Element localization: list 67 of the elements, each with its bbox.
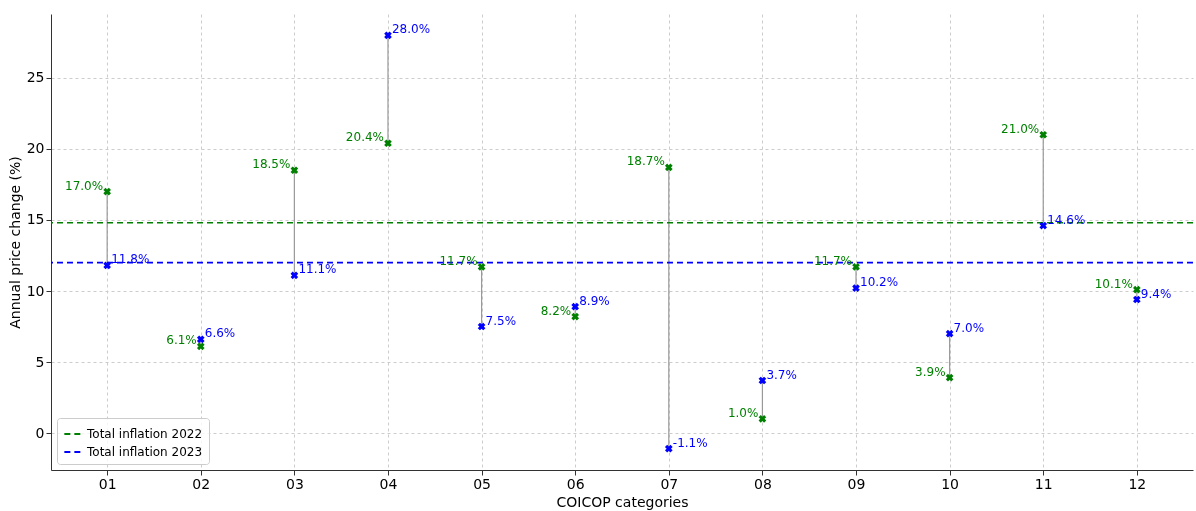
x-tick-label: 06	[566, 475, 585, 492]
data-label: 6.1%	[166, 333, 197, 348]
data-label: 1.0%	[727, 405, 759, 420]
point	[758, 415, 767, 423]
data-label: 18.5%	[252, 157, 291, 172]
point	[290, 166, 299, 175]
y-tick-label: 0	[35, 424, 45, 441]
data-label: 17.0%	[65, 178, 104, 193]
y-tick-label: 25	[26, 69, 45, 86]
x-tick-label: 01	[98, 475, 117, 492]
point	[758, 376, 767, 385]
point	[664, 444, 673, 453]
point	[103, 187, 111, 196]
x-tick-label: 10	[941, 475, 960, 492]
y-tick-label: 10	[26, 282, 45, 299]
point	[664, 163, 673, 172]
point	[103, 261, 111, 270]
point	[945, 373, 954, 382]
point	[196, 335, 205, 344]
legend-label: Total inflation 2023	[86, 445, 203, 459]
x-tick-label: 04	[379, 475, 398, 492]
point	[477, 322, 486, 331]
point	[571, 302, 580, 311]
point	[290, 271, 299, 280]
point	[196, 342, 205, 351]
data-label: 20.4%	[345, 130, 384, 145]
point	[852, 263, 860, 271]
data-label: 6.6%	[204, 326, 236, 341]
data-label: 10.2%	[860, 275, 899, 290]
point	[1133, 285, 1141, 294]
point	[1133, 295, 1141, 304]
y-tick-label: 15	[26, 211, 45, 228]
x-tick-label: 08	[754, 475, 772, 492]
data-label: 18.7%	[626, 154, 665, 169]
x-tick-label: 09	[847, 475, 866, 492]
data-label: 7.0%	[953, 320, 985, 335]
point	[477, 263, 486, 271]
x-axis-title: COICOP categories	[556, 493, 689, 510]
y-tick-label: 5	[35, 353, 45, 370]
data-label: 28.0%	[391, 22, 431, 37]
x-tick-label: 11	[1034, 475, 1053, 492]
data-label: 3.7%	[766, 367, 797, 382]
x-tick-label: 12	[1128, 475, 1147, 492]
point	[945, 329, 954, 338]
x-tick-label: 05	[473, 475, 491, 492]
data-label: 11.1%	[298, 262, 337, 277]
point	[384, 31, 392, 40]
legend-label: Total inflation 2022	[86, 427, 203, 441]
y-tick-label: 20	[26, 140, 45, 157]
point	[384, 139, 392, 148]
point	[1039, 130, 1048, 139]
x-tick-label: 02	[192, 475, 211, 492]
data-label: -1.1%	[672, 435, 708, 450]
point	[1039, 221, 1048, 230]
point	[571, 312, 580, 321]
y-axis-title: Annual price change (%)	[6, 156, 23, 329]
point	[852, 284, 860, 292]
data-label: 8.2%	[540, 303, 572, 318]
x-tick-label: 07	[660, 475, 679, 492]
data-label: 11.7%	[439, 253, 478, 268]
data-label: 10.1%	[1094, 276, 1133, 291]
data-label: 7.5%	[485, 313, 517, 328]
data-label: 9.4%	[1140, 286, 1172, 301]
x-tick-label: 03	[285, 475, 304, 492]
data-label: 21.0%	[1001, 121, 1040, 136]
data-label: 3.9%	[915, 364, 946, 379]
data-label: 8.9%	[579, 293, 610, 308]
